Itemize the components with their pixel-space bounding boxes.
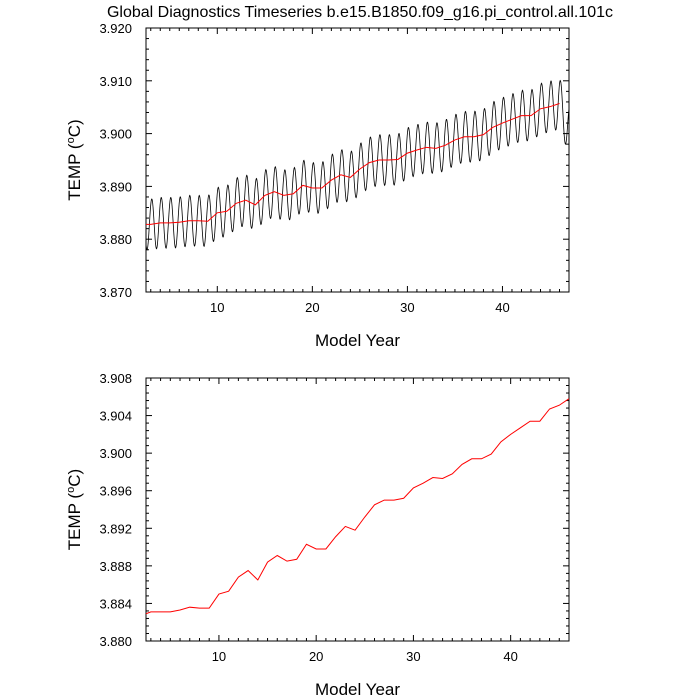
y-tick-label: 3.900 bbox=[99, 446, 132, 461]
y-tick-label: 3.892 bbox=[99, 521, 132, 536]
annual-mean-line bbox=[146, 103, 560, 225]
x-tick-label: 30 bbox=[400, 300, 414, 315]
bottom-panel: 10 20 30 40 3.880 3.884 3.888 3.892 3.896 3.900 3.… bbox=[65, 371, 570, 699]
x-tick-label: 10 bbox=[210, 300, 224, 315]
x-axis-title: Model Year bbox=[315, 680, 400, 699]
plot-frame bbox=[145, 27, 570, 293]
x-tick-label: 20 bbox=[309, 649, 323, 664]
y-tick-label: 3.910 bbox=[99, 74, 132, 89]
y-tick-label: 3.920 bbox=[99, 21, 132, 36]
y-axis-title: TEMP (oC) bbox=[65, 119, 84, 200]
y-tick-label: 3.884 bbox=[99, 596, 132, 611]
y-tick-label: 3.880 bbox=[99, 634, 132, 649]
y-tick-label: 3.888 bbox=[99, 559, 132, 574]
y-tick-label: 3.908 bbox=[99, 371, 132, 386]
x-tick-label: 30 bbox=[406, 649, 420, 664]
plot-frame bbox=[145, 377, 570, 642]
y-axis-title: TEMP (oC) bbox=[65, 469, 84, 550]
chart-title: Global Diagnostics Timeseries b.e15.B185… bbox=[107, 4, 613, 21]
y-tick-label: 3.890 bbox=[99, 179, 132, 194]
x-tick-label: 20 bbox=[305, 300, 319, 315]
y-tick-label: 3.904 bbox=[99, 409, 132, 424]
x-tick-label: 40 bbox=[503, 649, 517, 664]
y-tick-label: 3.880 bbox=[99, 232, 132, 247]
y-tick-label: 3.870 bbox=[99, 285, 132, 300]
annual-mean-line bbox=[145, 398, 570, 615]
monthly-series-line bbox=[145, 79, 570, 251]
y-tick-label: 3.900 bbox=[99, 127, 132, 142]
y-tick-label: 3.896 bbox=[99, 484, 132, 499]
top-panel: 10 20 30 40 3.870 3.880 3.890 3.900 3.910 3.920 Mo… bbox=[65, 21, 570, 350]
x-tick-label: 40 bbox=[495, 300, 509, 315]
x-tick-label: 10 bbox=[212, 649, 226, 664]
x-axis-title: Model Year bbox=[315, 331, 400, 350]
